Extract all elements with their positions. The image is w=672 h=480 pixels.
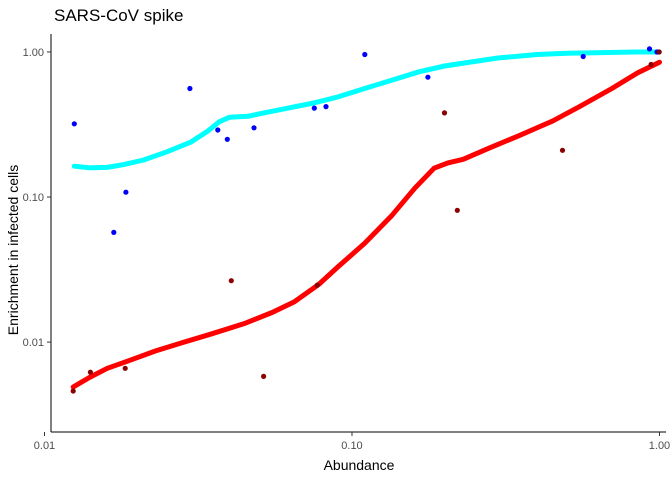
data-point-series-1 bbox=[454, 207, 460, 213]
y-axis: 0.01 0.10 1.00 bbox=[23, 34, 52, 432]
y-tick-label: 1.00 bbox=[23, 47, 44, 59]
x-axis-title: Abundance bbox=[324, 457, 395, 473]
data-point-series-1 bbox=[122, 365, 128, 371]
x-tick-label: 0.01 bbox=[34, 440, 55, 452]
data-point-series-1 bbox=[656, 49, 662, 55]
data-point-series-1 bbox=[648, 61, 654, 68]
data-point-series-0 bbox=[251, 125, 257, 131]
data-point-series-0 bbox=[580, 53, 586, 60]
data-point-series-0 bbox=[311, 105, 317, 111]
data-point-series-1 bbox=[441, 110, 448, 116]
data-point-series-0 bbox=[187, 85, 193, 92]
smooth-line-3 bbox=[70, 59, 662, 390]
data-point-series-0 bbox=[362, 51, 368, 58]
data-point-series-0 bbox=[111, 229, 117, 235]
data-point-series-1 bbox=[559, 147, 566, 153]
data-point-series-0 bbox=[323, 104, 329, 110]
data-point-series-0 bbox=[224, 136, 230, 142]
x-axis: 0.01 0.10 1.00 bbox=[34, 431, 670, 452]
y-tick-label: 0.01 bbox=[23, 337, 44, 349]
data-point-series-0 bbox=[646, 46, 653, 52]
y-axis-title: Enrichment in infected cells bbox=[5, 165, 21, 335]
data-point-series-1 bbox=[87, 369, 93, 375]
chart-title: SARS-CoV spike bbox=[54, 6, 183, 25]
x-tick-label: 1.00 bbox=[649, 440, 670, 452]
x-tick-label: 0.10 bbox=[341, 440, 362, 452]
data-point-series-1 bbox=[314, 282, 320, 288]
y-tick-label: 0.10 bbox=[23, 192, 44, 204]
data-point-series-1 bbox=[261, 373, 267, 379]
data-point-series-0 bbox=[215, 127, 221, 133]
data-point-series-0 bbox=[71, 121, 77, 127]
data-point-series-1 bbox=[70, 388, 76, 394]
plot-area bbox=[70, 46, 662, 394]
smooth-line-2 bbox=[71, 49, 662, 171]
data-point-series-1 bbox=[228, 278, 234, 284]
data-point-series-0 bbox=[123, 189, 129, 195]
data-point-series-0 bbox=[425, 74, 431, 80]
